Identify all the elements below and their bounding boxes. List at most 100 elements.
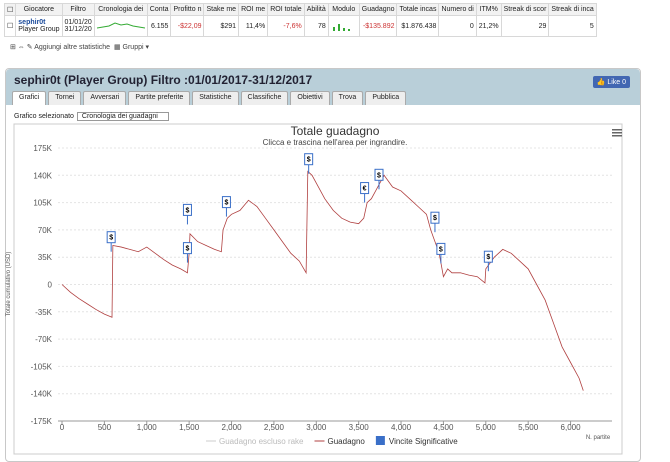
stats-table: ☐ Giocatore Filtro Cronologia dei Conta Profi… bbox=[3, 3, 597, 37]
legend-swatch bbox=[375, 436, 385, 445]
flag bbox=[182, 242, 192, 255]
column-header[interactable]: Streak di scor bbox=[500, 3, 550, 16]
legend-label: Guadagno bbox=[328, 437, 366, 446]
flag-label: $ bbox=[486, 254, 490, 261]
y-axis-label: Totale cumulativo (USD) bbox=[6, 252, 12, 317]
panel-title: sephir0t (Player Group) Filtro :01/01/20… bbox=[6, 69, 640, 91]
flag-label: $ bbox=[185, 246, 189, 253]
tab[interactable]: Grafici bbox=[12, 91, 47, 105]
cell: 5 bbox=[548, 15, 597, 37]
y-tick-label: -35K bbox=[35, 308, 53, 317]
x-tick-label: 2,500 bbox=[264, 423, 285, 432]
flag bbox=[360, 182, 370, 195]
column-header[interactable]: Stake me bbox=[203, 3, 240, 16]
tab[interactable]: Pubblica bbox=[365, 91, 407, 105]
x-tick-label: 1,500 bbox=[179, 423, 200, 432]
y-tick-label: 70K bbox=[38, 226, 53, 235]
flag bbox=[436, 242, 446, 255]
flag bbox=[221, 196, 231, 209]
panel: sephir0t (Player Group) Filtro :01/01/20… bbox=[5, 68, 641, 462]
column-header[interactable]: Modulo bbox=[327, 3, 360, 16]
group: Player Group bbox=[18, 26, 60, 33]
flag-label: $ bbox=[433, 215, 437, 222]
column-header[interactable]: Abilità bbox=[303, 3, 329, 16]
y-tick-label: -70K bbox=[35, 335, 53, 344]
player[interactable]: sephir0t bbox=[18, 19, 46, 26]
column-header[interactable]: ROI me bbox=[238, 3, 269, 16]
legend-label: Vincite Significative bbox=[389, 437, 458, 446]
x-tick-label: 500 bbox=[98, 423, 112, 432]
groups[interactable]: Gruppi bbox=[122, 44, 144, 51]
x-tick-label: 4,500 bbox=[433, 423, 454, 432]
cell: 78 bbox=[303, 15, 329, 37]
column-header[interactable]: Numero di bbox=[438, 3, 477, 16]
tab[interactable]: Tornei bbox=[48, 91, 82, 105]
flag bbox=[182, 203, 192, 216]
chart-title: Totale guadagno bbox=[291, 124, 380, 138]
toolbar: ⊞ ⇔ ✎ Aggiungi altre statistiche ▦ Grupp… bbox=[10, 44, 150, 51]
flag bbox=[304, 153, 314, 166]
cell: 0 bbox=[438, 15, 477, 37]
y-tick-label: 105K bbox=[33, 199, 52, 208]
flag-label: $ bbox=[439, 246, 443, 253]
data-row: ☐ sephir0t Player Group 01/01/20 31/12/20 … bbox=[3, 15, 597, 37]
flag-label: $ bbox=[109, 235, 113, 242]
y-tick-label: 140K bbox=[33, 171, 52, 180]
x-tick-label: 2,000 bbox=[222, 423, 243, 432]
x-tick-label: 4,000 bbox=[391, 423, 412, 432]
y-tick-label: -105K bbox=[31, 362, 53, 371]
series-line bbox=[61, 170, 584, 391]
x-tick-label: 6,000 bbox=[561, 423, 582, 432]
y-tick-label: 35K bbox=[38, 253, 53, 262]
like-button[interactable]: 👍 Like 0 bbox=[592, 76, 630, 88]
modulo-chart bbox=[327, 15, 360, 37]
tab[interactable]: Obiettivi bbox=[290, 91, 330, 105]
flag bbox=[430, 211, 440, 224]
y-tick-label: -175K bbox=[31, 417, 53, 426]
select-label: Grafico selezionato bbox=[14, 113, 74, 120]
x-tick-label: 5,000 bbox=[476, 423, 497, 432]
tabs: Grafici Tornei Avversari Partite preferite S… bbox=[6, 91, 640, 105]
chart-frame bbox=[13, 123, 623, 455]
like-text[interactable]: Like 0 bbox=[607, 79, 626, 86]
tab[interactable]: Partite preferite bbox=[128, 91, 191, 105]
flag bbox=[483, 250, 493, 263]
filter-to: 31/12/20 bbox=[64, 26, 92, 33]
x-tick-label: 1,000 bbox=[137, 423, 158, 432]
y-tick-label: 0 bbox=[48, 281, 53, 290]
x-tick-label: 0 bbox=[60, 423, 65, 432]
legend-label: Guadagno escluso rake bbox=[219, 437, 304, 446]
x-tick-label: 3,500 bbox=[349, 423, 370, 432]
add-stats[interactable]: Aggiungi altre statistiche bbox=[34, 44, 111, 51]
checkbox[interactable]: ☐ bbox=[3, 15, 17, 37]
tab[interactable]: Classifiche bbox=[240, 91, 289, 105]
flag-label: $ bbox=[224, 200, 228, 207]
cell: 11,4% bbox=[238, 15, 269, 37]
cell: 29 bbox=[500, 15, 550, 37]
flag bbox=[374, 168, 384, 181]
sparkline bbox=[93, 15, 148, 37]
y-tick-label: 175K bbox=[33, 144, 52, 153]
column-header[interactable]: Streak di inca bbox=[548, 3, 597, 16]
menu-icon[interactable] bbox=[612, 129, 622, 137]
filter-from: 01/01/20 bbox=[64, 19, 92, 26]
select[interactable]: Cronologia dei guadagni bbox=[76, 112, 169, 121]
flag bbox=[106, 231, 116, 244]
cell: $291 bbox=[203, 15, 240, 37]
tab[interactable]: Avversari bbox=[83, 91, 127, 105]
chart-subtitle: Clicca e trascina nell'area per ingrandi… bbox=[263, 138, 408, 147]
tab[interactable]: Statistiche bbox=[192, 91, 239, 105]
flag-label: $ bbox=[377, 172, 381, 179]
tab[interactable]: Trova bbox=[331, 91, 364, 105]
header-row: ☐ Giocatore Filtro Cronologia dei Conta Profi… bbox=[3, 3, 597, 16]
x-tick-label: 3,000 bbox=[306, 423, 327, 432]
cell: -$22,09 bbox=[170, 15, 205, 37]
flag-label: $ bbox=[185, 207, 189, 214]
flag-label: € bbox=[363, 186, 367, 193]
flag-label: $ bbox=[307, 157, 311, 164]
x-axis-label: N. partite bbox=[586, 435, 611, 441]
x-tick-label: 5,500 bbox=[518, 423, 539, 432]
chart-select: Grafico selezionato Cronologia dei guadag… bbox=[14, 112, 169, 121]
